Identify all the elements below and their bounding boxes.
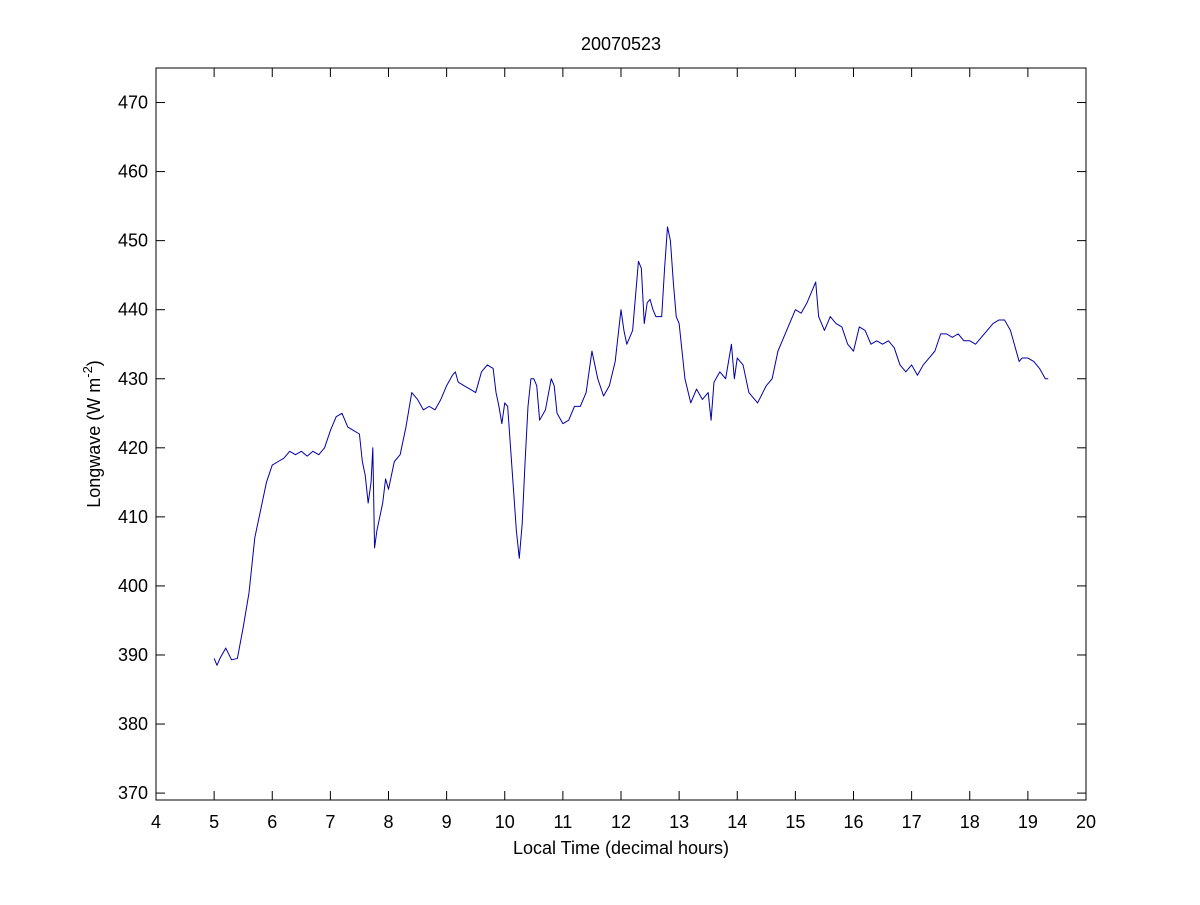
y-tick-label: 440 bbox=[118, 300, 148, 320]
y-axis-label-main: Longwave (W m bbox=[84, 378, 104, 508]
data-line bbox=[213, 226, 1049, 666]
x-tick-label: 11 bbox=[554, 812, 573, 832]
x-tick-label: 6 bbox=[267, 812, 277, 832]
x-tick-label: 13 bbox=[669, 812, 689, 832]
x-tick-label: 14 bbox=[727, 812, 747, 832]
y-tick-label: 400 bbox=[118, 576, 148, 596]
x-axis-label: Local Time (decimal hours) bbox=[513, 838, 729, 858]
y-axis-label-sup: -2 bbox=[80, 366, 95, 378]
chart-title: 20070523 bbox=[581, 34, 661, 54]
y-tick-label: 370 bbox=[118, 783, 148, 803]
y-tick-label: 450 bbox=[118, 231, 148, 251]
y-tick-label: 430 bbox=[118, 369, 148, 389]
y-axis-label-tail: ) bbox=[84, 360, 104, 366]
x-tick-label: 5 bbox=[209, 812, 219, 832]
x-tick-label: 12 bbox=[611, 812, 631, 832]
x-tick-label: 10 bbox=[495, 812, 515, 832]
x-tick-label: 4 bbox=[151, 812, 161, 832]
x-tick-label: 20 bbox=[1076, 812, 1096, 832]
x-tick-label: 19 bbox=[1018, 812, 1038, 832]
y-axis-label: Longwave (W m-2) bbox=[80, 360, 104, 508]
y-tick-label: 410 bbox=[118, 507, 148, 527]
y-tick-label: 470 bbox=[118, 93, 148, 113]
x-tick-label: 18 bbox=[960, 812, 980, 832]
y-tick-label: 380 bbox=[118, 714, 148, 734]
y-tick-label: 460 bbox=[118, 162, 148, 182]
x-tick-label: 17 bbox=[902, 812, 922, 832]
y-tick-label: 420 bbox=[118, 438, 148, 458]
y-tick-label: 390 bbox=[118, 645, 148, 665]
x-tick-label: 7 bbox=[325, 812, 335, 832]
x-tick-label: 9 bbox=[442, 812, 452, 832]
x-tick-label: 15 bbox=[785, 812, 805, 832]
x-tick-label: 8 bbox=[383, 812, 393, 832]
plot-frame bbox=[155, 67, 1087, 801]
x-tick-label: 16 bbox=[843, 812, 863, 832]
